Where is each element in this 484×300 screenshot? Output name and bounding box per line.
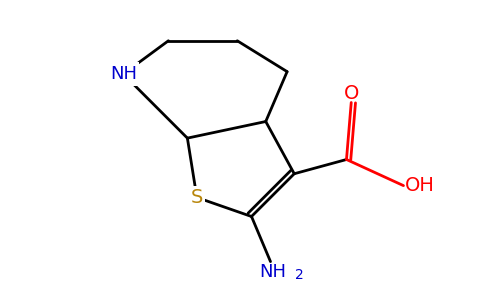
Text: NH: NH — [259, 263, 287, 281]
Text: S: S — [191, 188, 203, 207]
Text: OH: OH — [405, 176, 435, 195]
Text: NH: NH — [110, 65, 137, 83]
Text: 2: 2 — [295, 268, 303, 282]
Text: O: O — [344, 85, 359, 104]
